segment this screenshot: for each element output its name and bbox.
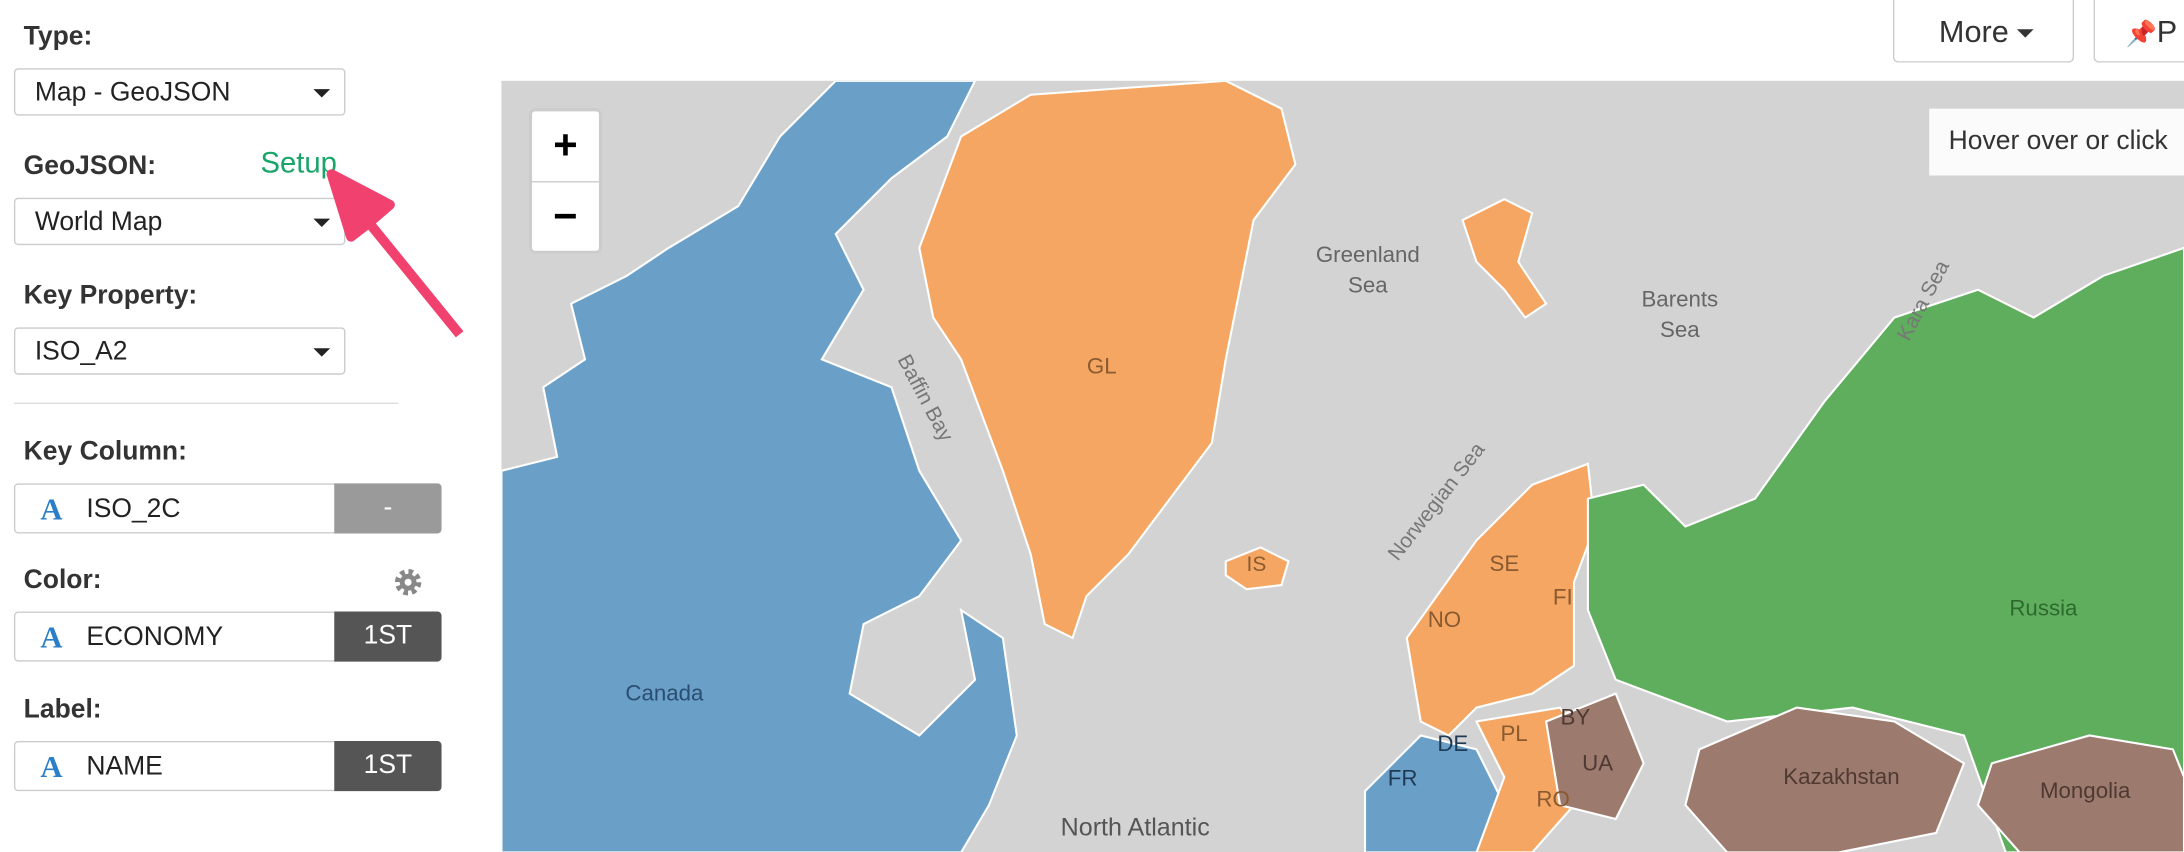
- map-label-line: RO: [1536, 786, 1569, 811]
- map-label-line: North Atlantic: [1061, 814, 1210, 842]
- divider: [13, 402, 399, 404]
- dropdown[interactable]: World Map: [13, 197, 346, 246]
- map-label-line: Sea: [1660, 317, 1700, 342]
- map-label: BY: [1561, 704, 1591, 729]
- dropdown[interactable]: Map - GeoJSON: [13, 68, 346, 116]
- map-label: FR: [1388, 766, 1418, 791]
- more-button[interactable]: More: [1892, 0, 2075, 63]
- dropdown[interactable]: ISO_A2: [13, 327, 346, 375]
- map-label-line: IS: [1247, 553, 1267, 576]
- aggregate-button[interactable]: -: [334, 483, 442, 534]
- ukraine-belarus: [1544, 692, 1645, 821]
- map-label: Russia: [2009, 596, 2078, 621]
- greenland: [918, 80, 1297, 640]
- annotation-arrow: [326, 169, 464, 338]
- column-input[interactable]: A ECONOMY: [13, 611, 336, 662]
- iceland: [1224, 546, 1290, 591]
- field-label: Key Column:: [23, 437, 187, 467]
- hover-hint: Hover over or click: [1929, 108, 2184, 176]
- aggregate-button[interactable]: 1ST: [334, 611, 442, 662]
- map-label: RO: [1536, 786, 1569, 811]
- svalbard: [1461, 198, 1548, 319]
- zoom-out[interactable]: −: [553, 193, 578, 240]
- map-label-line: FR: [1388, 766, 1418, 791]
- map-label: UA: [1582, 750, 1613, 775]
- russia: [1586, 246, 2184, 852]
- map[interactable]: GL Greenland Sea Barents Sea Baffin Bay Norweg…: [501, 80, 2184, 852]
- map-label: Kazakhstan: [1783, 764, 1899, 789]
- map-label-line: PL: [1500, 721, 1527, 746]
- map-label-line: Greenland: [1316, 242, 1420, 267]
- map-label: IS: [1247, 553, 1267, 576]
- pin-label: P: [2156, 13, 2178, 49]
- map-label: Greenland Sea: [1316, 242, 1420, 298]
- map-label: SE: [1489, 551, 1519, 576]
- map-label: FI: [1553, 585, 1573, 610]
- map-label-line: UA: [1582, 750, 1613, 775]
- map-label: PL: [1500, 721, 1527, 746]
- field-label: Color:: [23, 565, 102, 595]
- map-label: NO: [1428, 607, 1461, 632]
- column-name: ECONOMY: [86, 622, 224, 652]
- type-icon: A: [40, 491, 63, 527]
- field-label: Type:: [23, 22, 93, 52]
- column-input[interactable]: A NAME: [13, 741, 336, 792]
- canada: [501, 80, 1018, 852]
- zoom-control: + −: [529, 108, 602, 254]
- map-label-line: Barents: [1641, 286, 1718, 311]
- kazakhstan: [1684, 706, 1966, 852]
- map-label-line: Sea: [1348, 273, 1388, 298]
- map-label-line: BY: [1561, 704, 1591, 729]
- zoom-in[interactable]: +: [532, 111, 599, 183]
- map-label: DE: [1437, 731, 1468, 756]
- map-label-line: Kazakhstan: [1783, 764, 1899, 789]
- setup-link[interactable]: Setup: [260, 147, 337, 180]
- land: [501, 80, 2184, 852]
- map-label: Canada: [625, 681, 704, 706]
- column-name: NAME: [86, 752, 163, 782]
- mongolia: [1976, 734, 2184, 852]
- map-label-line: SE: [1489, 551, 1519, 576]
- scandinavia: [1405, 462, 1596, 737]
- field-label: GeoJSON:: [23, 151, 157, 182]
- map-label-line: NO: [1428, 607, 1461, 632]
- map-label-line: Russia: [2009, 596, 2078, 621]
- gear-icon[interactable]: [393, 567, 424, 598]
- type-icon: A: [40, 749, 63, 785]
- column-name: ISO_2C: [86, 494, 181, 524]
- map-label: Barents Sea: [1641, 286, 1718, 342]
- field-label: Label:: [23, 695, 102, 725]
- pin-icon: 📌: [2125, 19, 2157, 48]
- map-label-line: FI: [1553, 585, 1573, 610]
- pin-button[interactable]: 📌P: [2093, 0, 2184, 63]
- map-label: GL: [1087, 353, 1117, 378]
- map-label-line: GL: [1087, 353, 1117, 378]
- map-label-line: DE: [1437, 731, 1468, 756]
- type-icon: A: [40, 619, 63, 655]
- more-label: More: [1938, 13, 2009, 49]
- field-label: Key Property:: [23, 281, 198, 311]
- map-label: Mongolia: [2040, 778, 2131, 803]
- map-label-line: Mongolia: [2040, 778, 2131, 803]
- map-label-line: Canada: [625, 681, 704, 706]
- aggregate-button[interactable]: 1ST: [334, 741, 442, 792]
- column-input[interactable]: A ISO_2C: [13, 483, 336, 534]
- map-label: North Atlantic: [1061, 814, 1210, 842]
- caret: [2017, 29, 2034, 47]
